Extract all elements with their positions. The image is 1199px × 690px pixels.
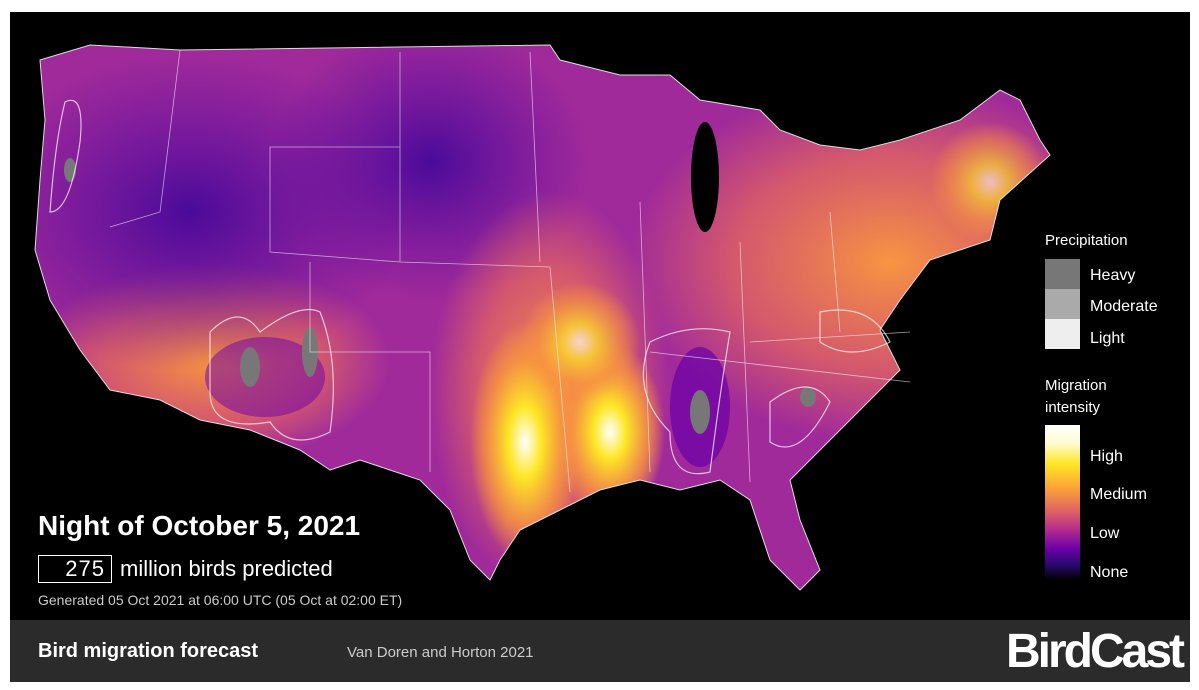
map — [34, 44, 1051, 591]
lake — [691, 122, 719, 232]
precip-cell — [690, 390, 710, 434]
legend-item: Heavy — [1090, 267, 1136, 284]
birds-label: million birds predicted — [120, 556, 333, 581]
citation: Van Doren and Horton 2021 — [347, 644, 534, 661]
legend-item: Moderate — [1090, 298, 1158, 315]
state-borders — [109, 49, 911, 493]
footer-title: Bird migration forecast — [38, 640, 259, 662]
precip-contours — [49, 99, 891, 475]
legend-title: Migration intensity — [1045, 377, 1107, 416]
legend-item: Medium — [1090, 486, 1147, 503]
precip-cell — [240, 347, 260, 387]
intensity-scale — [1045, 425, 1080, 580]
frame: Night of October 5, 2021 275 million bir… — [10, 12, 1190, 682]
legend-item: Low — [1090, 525, 1120, 542]
legend-item: High — [1090, 448, 1123, 465]
brand-logo[interactable]: BirdCast — [1005, 625, 1185, 678]
generated-note: Generated 05 Oct 2021 at 06:00 UTC (05 O… — [38, 592, 403, 608]
swatch-moderate — [1045, 289, 1080, 319]
legend-item: Light — [1090, 330, 1125, 347]
precip-cell — [64, 158, 76, 182]
legend-item: None — [1090, 564, 1129, 581]
swatch-light — [1045, 319, 1080, 349]
precip-cell — [800, 387, 816, 407]
footer: Bird migration forecast Van Doren and Ho… — [10, 620, 1190, 682]
legend-title: Precipitation — [1045, 232, 1128, 249]
birds-predicted: 275 million birds predicted — [38, 555, 333, 583]
map-title: Night of October 5, 2021 — [38, 510, 361, 541]
swatch-heavy — [1045, 259, 1080, 289]
birds-count: 275 — [38, 555, 112, 583]
